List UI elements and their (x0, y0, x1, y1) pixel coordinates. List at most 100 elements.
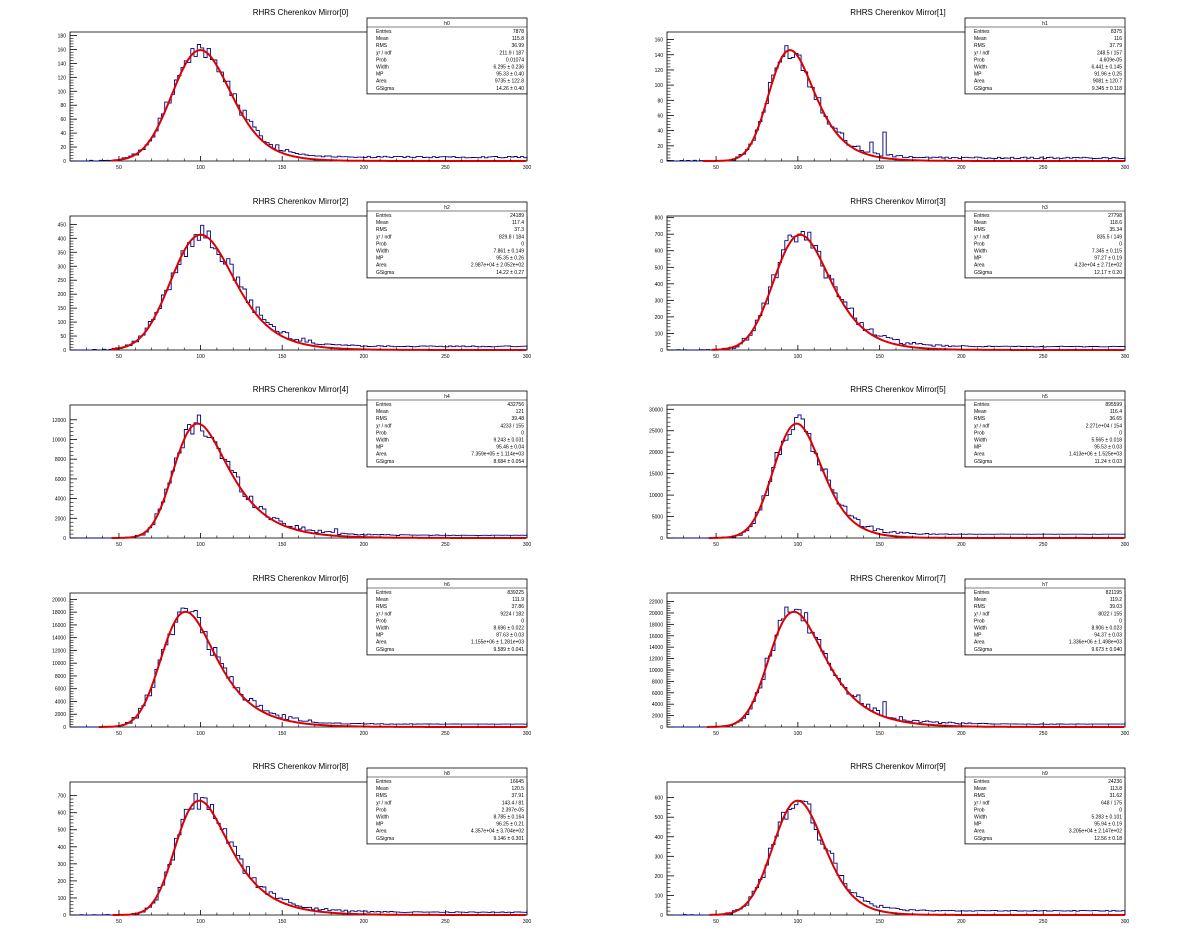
stats-label: RMS (974, 43, 986, 49)
y-tick-label: 20000 (649, 450, 663, 456)
stats-label: RMS (376, 793, 388, 799)
stats-value: 95.94 ± 0.19 (1094, 822, 1122, 828)
stats-value: 118.6 (1110, 220, 1122, 226)
stats-label: RMS (974, 604, 986, 610)
stats-value: 9.146 ± 0.301 (493, 836, 524, 842)
stats-box-name: h3 (1042, 205, 1048, 211)
y-tick-label: 180 (58, 33, 67, 39)
stats-value: 4.23e+04 ± 2.71e+02 (1074, 263, 1122, 269)
stats-value: 7878 (513, 29, 524, 35)
stats-label: GSigma (376, 836, 394, 842)
stats-value: 113.8 (1110, 786, 1122, 792)
stats-label: Entries (376, 590, 392, 596)
stats-value: 24189 (510, 213, 524, 219)
stats-value: 9.589 ± 0.041 (493, 647, 524, 653)
stats-label: Area (974, 452, 985, 458)
y-tick-label: 200 (58, 879, 67, 885)
stats-value: 2.987e+04 ± 2.052e+02 (471, 263, 524, 269)
y-tick-label: 100 (58, 320, 67, 326)
stats-value: 7.359e+05 ± 1.114e+03 (471, 452, 524, 458)
y-tick-label: 0 (660, 913, 663, 919)
y-tick-label: 2000 (652, 714, 663, 720)
stats-box: h1 Entries 8375 Mean 116 RMS 37.79 χ² / ndf 248.… (964, 17, 1126, 95)
stats-value: 94.37 ± 0.03 (1094, 633, 1122, 639)
stats-label: Prob (376, 430, 387, 436)
stats-value: 4.609e-05 (1099, 57, 1122, 63)
stats-value: 31.62 (1109, 793, 1122, 799)
fit-curve (98, 610, 527, 728)
stats-value: 8375 (1111, 29, 1122, 35)
stats-value: 1.336e+06 ± 1.498e+03 (1069, 640, 1122, 646)
stats-value: 3.205e+04 ± 2.147e+02 (1069, 829, 1122, 835)
stats-value: 39.03 (1109, 604, 1122, 610)
chart-title: RHRS Cherenkov Mirror[7] (850, 574, 946, 583)
stats-label: GSigma (974, 836, 992, 842)
stats-label: Width (974, 65, 987, 71)
stats-value: 96.25 ± 0.21 (496, 822, 524, 828)
y-tick-label: 200 (58, 292, 67, 298)
stats-value: 0 (521, 430, 524, 436)
y-tick-label: 40 (60, 131, 66, 137)
pad-mirror-0: RHRS Cherenkov Mirror[0] 0 20 40 60 80 100 120 1… (58, 8, 532, 171)
stats-label: GSigma (376, 86, 394, 92)
stats-label: Area (974, 263, 985, 269)
x-tick-label: 100 (794, 919, 803, 925)
stats-value: 1.413e+06 ± 1.525e+03 (1069, 452, 1122, 458)
y-tick-label: 0 (660, 725, 663, 731)
stats-label: χ² / ndf (376, 800, 392, 806)
stats-value: 0 (1119, 241, 1122, 247)
y-tick-label: 2000 (55, 516, 66, 522)
stats-label: Mean (376, 786, 389, 792)
y-tick-label: 14000 (649, 645, 663, 651)
chart-title: RHRS Cherenkov Mirror[4] (253, 385, 349, 394)
x-tick-label: 150 (875, 919, 884, 925)
x-tick-label: 200 (957, 542, 966, 548)
stats-label: Entries (974, 590, 990, 596)
stats-label: MP (376, 72, 384, 78)
stats-value: 2.397e-05 (501, 807, 524, 813)
y-tick-label: 100 (655, 893, 664, 899)
y-tick-label: 10000 (52, 661, 66, 667)
y-tick-label: 20000 (649, 611, 663, 617)
y-tick-label: 20 (657, 144, 663, 150)
stats-label: MP (974, 72, 982, 78)
stats-value: 39.48 (511, 416, 524, 422)
y-tick-label: 400 (58, 236, 67, 242)
stats-label: Entries (974, 213, 990, 219)
stats-box-frame (366, 390, 528, 468)
y-tick-label: 12000 (52, 418, 66, 424)
stats-label: Prob (974, 57, 985, 63)
y-tick-label: 350 (58, 250, 67, 256)
stats-value: 9081 ± 120.7 (1093, 79, 1122, 85)
stats-value: 895599 (1105, 402, 1122, 408)
stats-value: 9.243 ± 0.031 (493, 438, 524, 444)
chart-title: RHRS Cherenkov Mirror[8] (253, 762, 349, 771)
stats-box-frame (366, 17, 528, 95)
stats-label: Prob (376, 57, 387, 63)
stats-value: 8022 / 155 (1098, 611, 1122, 617)
stats-label: MP (376, 822, 384, 828)
stats-label: GSigma (974, 459, 992, 465)
x-tick-label: 50 (713, 731, 719, 737)
x-tick-label: 100 (196, 354, 205, 360)
stats-value: 95.33 ± 0.40 (496, 72, 524, 78)
stats-label: Entries (376, 779, 392, 785)
stats-label: Mean (974, 220, 987, 226)
stats-label: GSigma (974, 86, 992, 92)
stats-label: RMS (376, 43, 388, 49)
x-tick-label: 150 (278, 919, 287, 925)
stats-value: 8.906 ± 0.023 (1091, 626, 1122, 632)
stats-box-frame (366, 201, 528, 279)
stats-value: 0 (1119, 618, 1122, 624)
y-tick-label: 200 (655, 874, 664, 880)
fit-curve (112, 799, 526, 916)
stats-box: h4 Entries 432756 Mean 121 RMS 39.48 χ² / ndf 42… (366, 390, 528, 468)
stats-value: 116 (1114, 36, 1122, 42)
stats-value: 37.79 (1109, 43, 1122, 49)
stats-label: Prob (974, 618, 985, 624)
y-tick-label: 700 (655, 232, 664, 238)
stats-box: h0 Entries 7878 Mean 115.8 RMS 36.99 χ² / ndf 21… (366, 17, 528, 95)
stats-box-name: h9 (1042, 771, 1048, 777)
y-tick-label: 18000 (52, 610, 66, 616)
x-tick-label: 250 (1039, 354, 1048, 360)
